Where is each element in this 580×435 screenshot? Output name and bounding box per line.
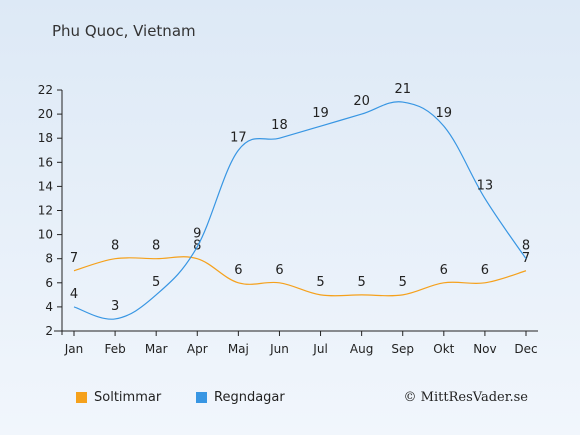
data-label-soltimmar: 6 [440, 263, 448, 278]
copyright-text: © MittResVader.se [403, 390, 528, 405]
data-label-soltimmar: 5 [357, 275, 365, 290]
x-tick-label: Okt [433, 342, 454, 356]
y-tick-label: 20 [38, 107, 53, 121]
data-label-regndagar: 18 [271, 118, 288, 133]
data-label-soltimmar: 8 [152, 239, 160, 254]
data-label-regndagar: 19 [436, 106, 453, 121]
legend-label-soltimmar: Soltimmar [94, 390, 162, 405]
data-label-regndagar: 9 [193, 227, 201, 242]
data-label-soltimmar: 5 [399, 275, 407, 290]
data-label-regndagar: 3 [111, 299, 119, 314]
x-tick-label: Jan [64, 342, 84, 356]
legend-label-regndagar: Regndagar [214, 390, 285, 405]
x-tick-label: Nov [473, 342, 496, 356]
y-tick-label: 22 [38, 83, 53, 97]
legend-swatch-regndagar [196, 392, 207, 403]
data-label-soltimmar: 7 [70, 251, 78, 266]
data-label-regndagar: 19 [312, 106, 329, 121]
y-tick-label: 12 [38, 204, 53, 218]
data-label-regndagar: 21 [394, 82, 411, 97]
legend-swatch-soltimmar [76, 392, 87, 403]
y-tick-label: 4 [45, 300, 53, 314]
x-tick-label: Maj [228, 342, 249, 356]
chart-title: Phu Quoc, Vietnam [52, 22, 196, 40]
data-label-soltimmar: 6 [275, 263, 283, 278]
data-label-regndagar: 13 [477, 178, 494, 193]
x-tick-label: Mar [145, 342, 168, 356]
y-tick-label: 14 [38, 179, 53, 193]
legend-item-regndagar: Regndagar [196, 390, 285, 405]
data-label-soltimmar: 6 [481, 263, 489, 278]
legend-item-soltimmar: Soltimmar [76, 390, 161, 405]
data-label-regndagar: 8 [522, 239, 530, 254]
series-line-regndagar [73, 101, 527, 320]
data-label-soltimmar: 8 [111, 239, 119, 254]
y-tick-label: 6 [45, 276, 53, 290]
y-tick-label: 8 [45, 252, 53, 266]
y-tick-label: 16 [38, 155, 53, 169]
data-label-regndagar: 4 [70, 287, 78, 302]
x-tick-label: Aug [350, 342, 373, 356]
series-line-soltimmar [73, 256, 527, 297]
y-tick-label: 10 [38, 228, 53, 242]
y-tick-label: 18 [38, 131, 53, 145]
data-label-soltimmar: 6 [234, 263, 242, 278]
x-tick-label: Sep [391, 342, 414, 356]
x-tick-label: Dec [514, 342, 537, 356]
x-tick-label: Jun [269, 342, 289, 356]
x-tick-label: Feb [104, 342, 125, 356]
data-label-regndagar: 20 [353, 94, 370, 109]
data-label-regndagar: 17 [230, 130, 247, 145]
y-tick-label: 2 [45, 324, 53, 338]
x-tick-label: Jul [312, 342, 327, 356]
x-tick-label: Apr [187, 342, 208, 356]
data-label-soltimmar: 5 [316, 275, 324, 290]
data-label-regndagar: 5 [152, 275, 160, 290]
